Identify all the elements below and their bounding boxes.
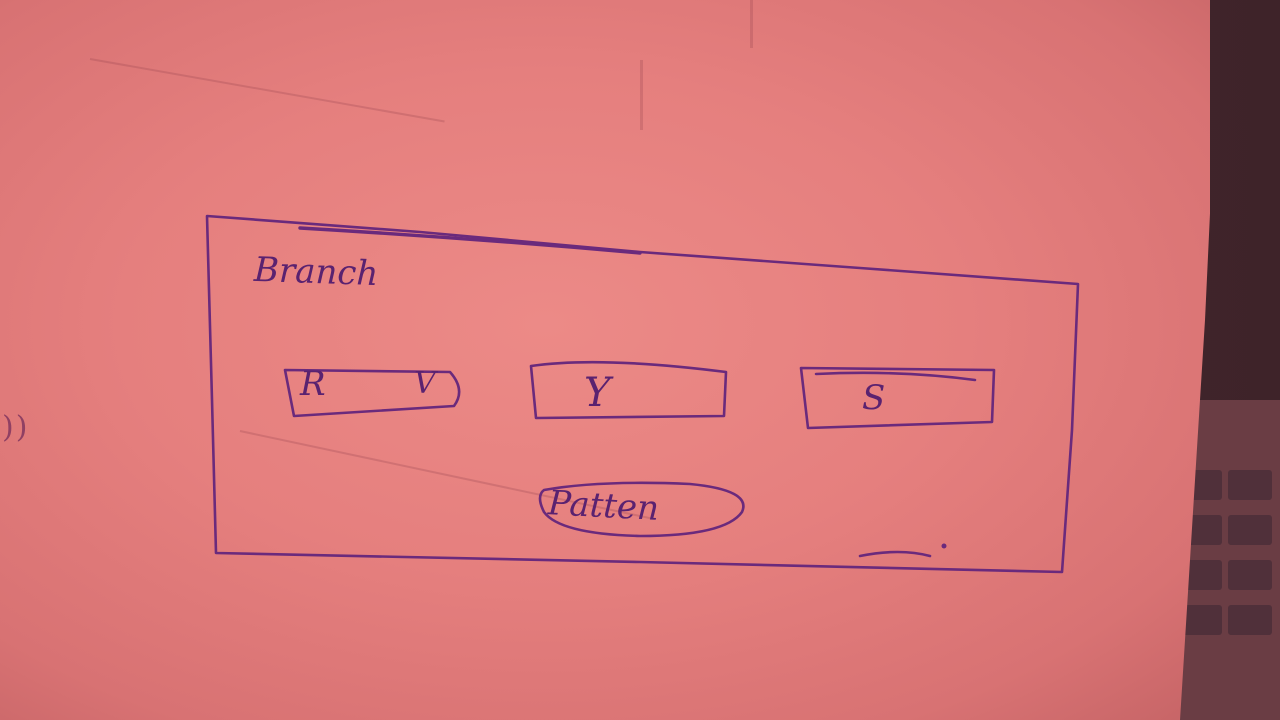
bleed-through-line — [750, 0, 753, 48]
laptop-key — [1228, 605, 1272, 635]
text-field-y[interactable] — [533, 366, 725, 418]
bleed-through-line — [640, 60, 643, 130]
field-box-3-outline — [799, 366, 996, 430]
text-field-s-label: S — [862, 378, 886, 418]
ink-dot — [941, 543, 947, 549]
field-box-1-outline — [283, 368, 461, 418]
laptop-key — [1228, 515, 1272, 545]
margin-note: )) — [2, 410, 30, 445]
field-box-2-outline — [529, 360, 728, 420]
ink-mark — [858, 550, 932, 558]
laptop-key — [1228, 470, 1272, 500]
field-box-3-top-stroke — [814, 371, 977, 382]
button-outline — [538, 481, 745, 538]
text-field-y-label: Y — [584, 370, 611, 416]
text-field-r-label: R — [300, 364, 326, 404]
laptop-key — [1228, 560, 1272, 590]
panel-top-stroke — [298, 226, 642, 255]
paper-sheet — [0, 0, 1210, 720]
text-field-r-suffix: V — [414, 366, 436, 401]
panel-title: Branch — [253, 249, 380, 295]
submit-button-label: Patten — [547, 483, 660, 529]
text-field-s[interactable] — [803, 368, 993, 426]
